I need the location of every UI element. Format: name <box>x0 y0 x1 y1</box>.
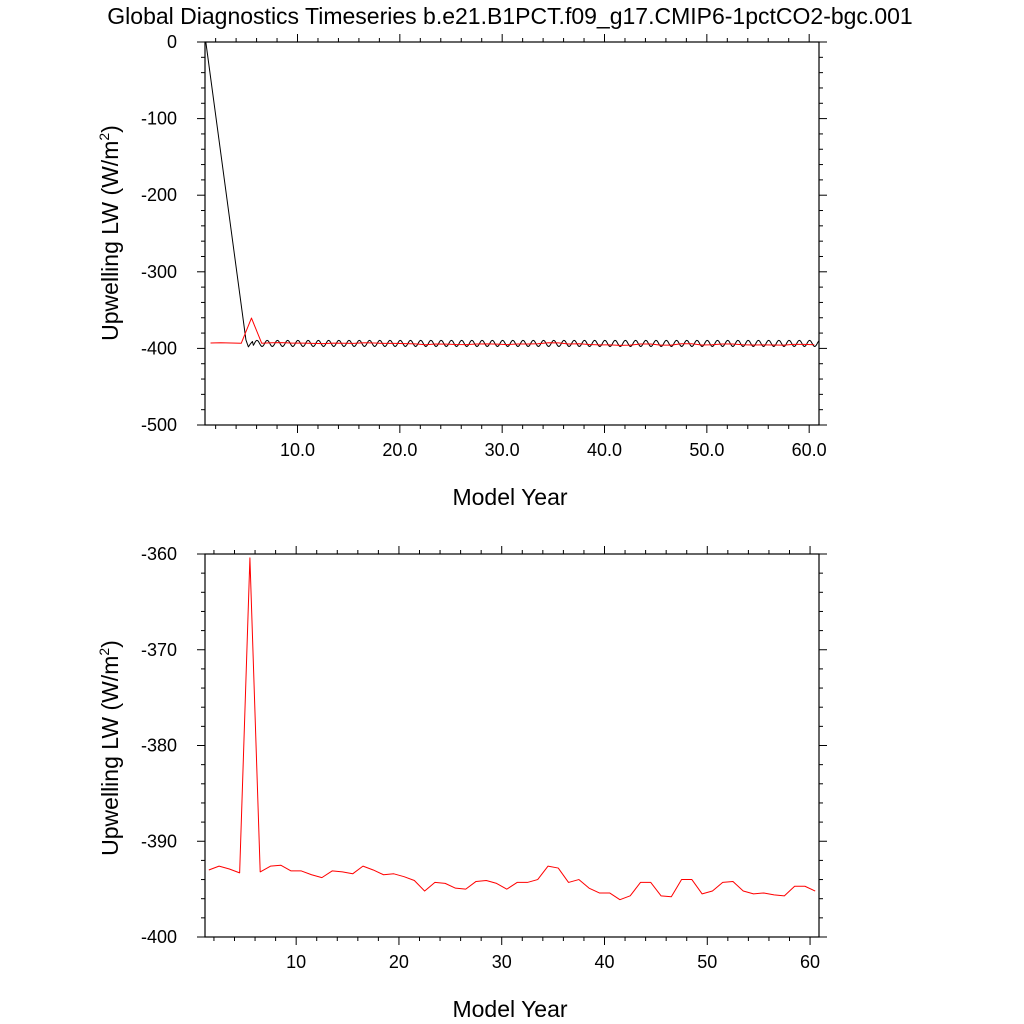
x-tick-label: 10 <box>286 952 306 972</box>
x-tick-label: 10.0 <box>280 440 315 460</box>
series-line-annual <box>208 557 816 901</box>
y-tick-label: -380 <box>141 736 177 756</box>
y-tick-label: -500 <box>141 415 177 435</box>
y-tick-label: -400 <box>141 338 177 358</box>
y-axis-label-superscript: 2 <box>96 133 112 141</box>
y-tick-label: 0 <box>167 32 177 52</box>
y-tick-label: -200 <box>141 185 177 205</box>
x-tick-label: 30.0 <box>485 440 520 460</box>
plot-frame <box>204 553 820 938</box>
y-axis-label: Upwelling LW (W/m2) <box>96 125 123 341</box>
y-axis-label: Upwelling LW (W/m2) <box>96 640 123 856</box>
y-tick-label: -300 <box>141 262 177 282</box>
x-tick-label: 60 <box>800 952 820 972</box>
x-tick-label: 50.0 <box>689 440 724 460</box>
series-line-annual <box>210 317 815 346</box>
x-tick-label: 40 <box>594 952 614 972</box>
y-tick-label: -100 <box>141 109 177 129</box>
y-tick-label: -390 <box>141 831 177 851</box>
x-tick-label: 40.0 <box>587 440 622 460</box>
x-tick-label: 20 <box>389 952 409 972</box>
y-axis-label-superscript: 2 <box>96 648 112 656</box>
plot-bottom: 10 20 30 40 50 60 -360 -370 -380 -390 -400 Model Ye… <box>96 544 827 1022</box>
y-axis-label-close: ) <box>97 640 123 648</box>
y-axis-label-close: ) <box>97 125 123 133</box>
y-tick-label: -400 <box>141 927 177 947</box>
y-tick-label: -370 <box>141 640 177 660</box>
series-line-monthly <box>205 41 820 348</box>
plot-frame <box>204 41 820 426</box>
y-axis-label-main: Upwelling LW (W/m <box>97 656 123 856</box>
y-tick-label: -360 <box>141 544 177 564</box>
page-title: Global Diagnostics Timeseries b.e21.B1PC… <box>107 3 912 29</box>
x-tick-label: 60.0 <box>792 440 827 460</box>
x-axis-label: Model Year <box>452 484 567 510</box>
plot-top: 10.0 20.0 30.0 40.0 50.0 60.0 0 -100 -200 -300 -40… <box>96 32 827 510</box>
x-tick-label: 20.0 <box>382 440 417 460</box>
x-tick-label: 30 <box>492 952 512 972</box>
x-axis-label: Model Year <box>452 996 567 1022</box>
x-tick-label: 50 <box>697 952 717 972</box>
y-axis-label-main: Upwelling LW (W/m <box>97 141 123 341</box>
